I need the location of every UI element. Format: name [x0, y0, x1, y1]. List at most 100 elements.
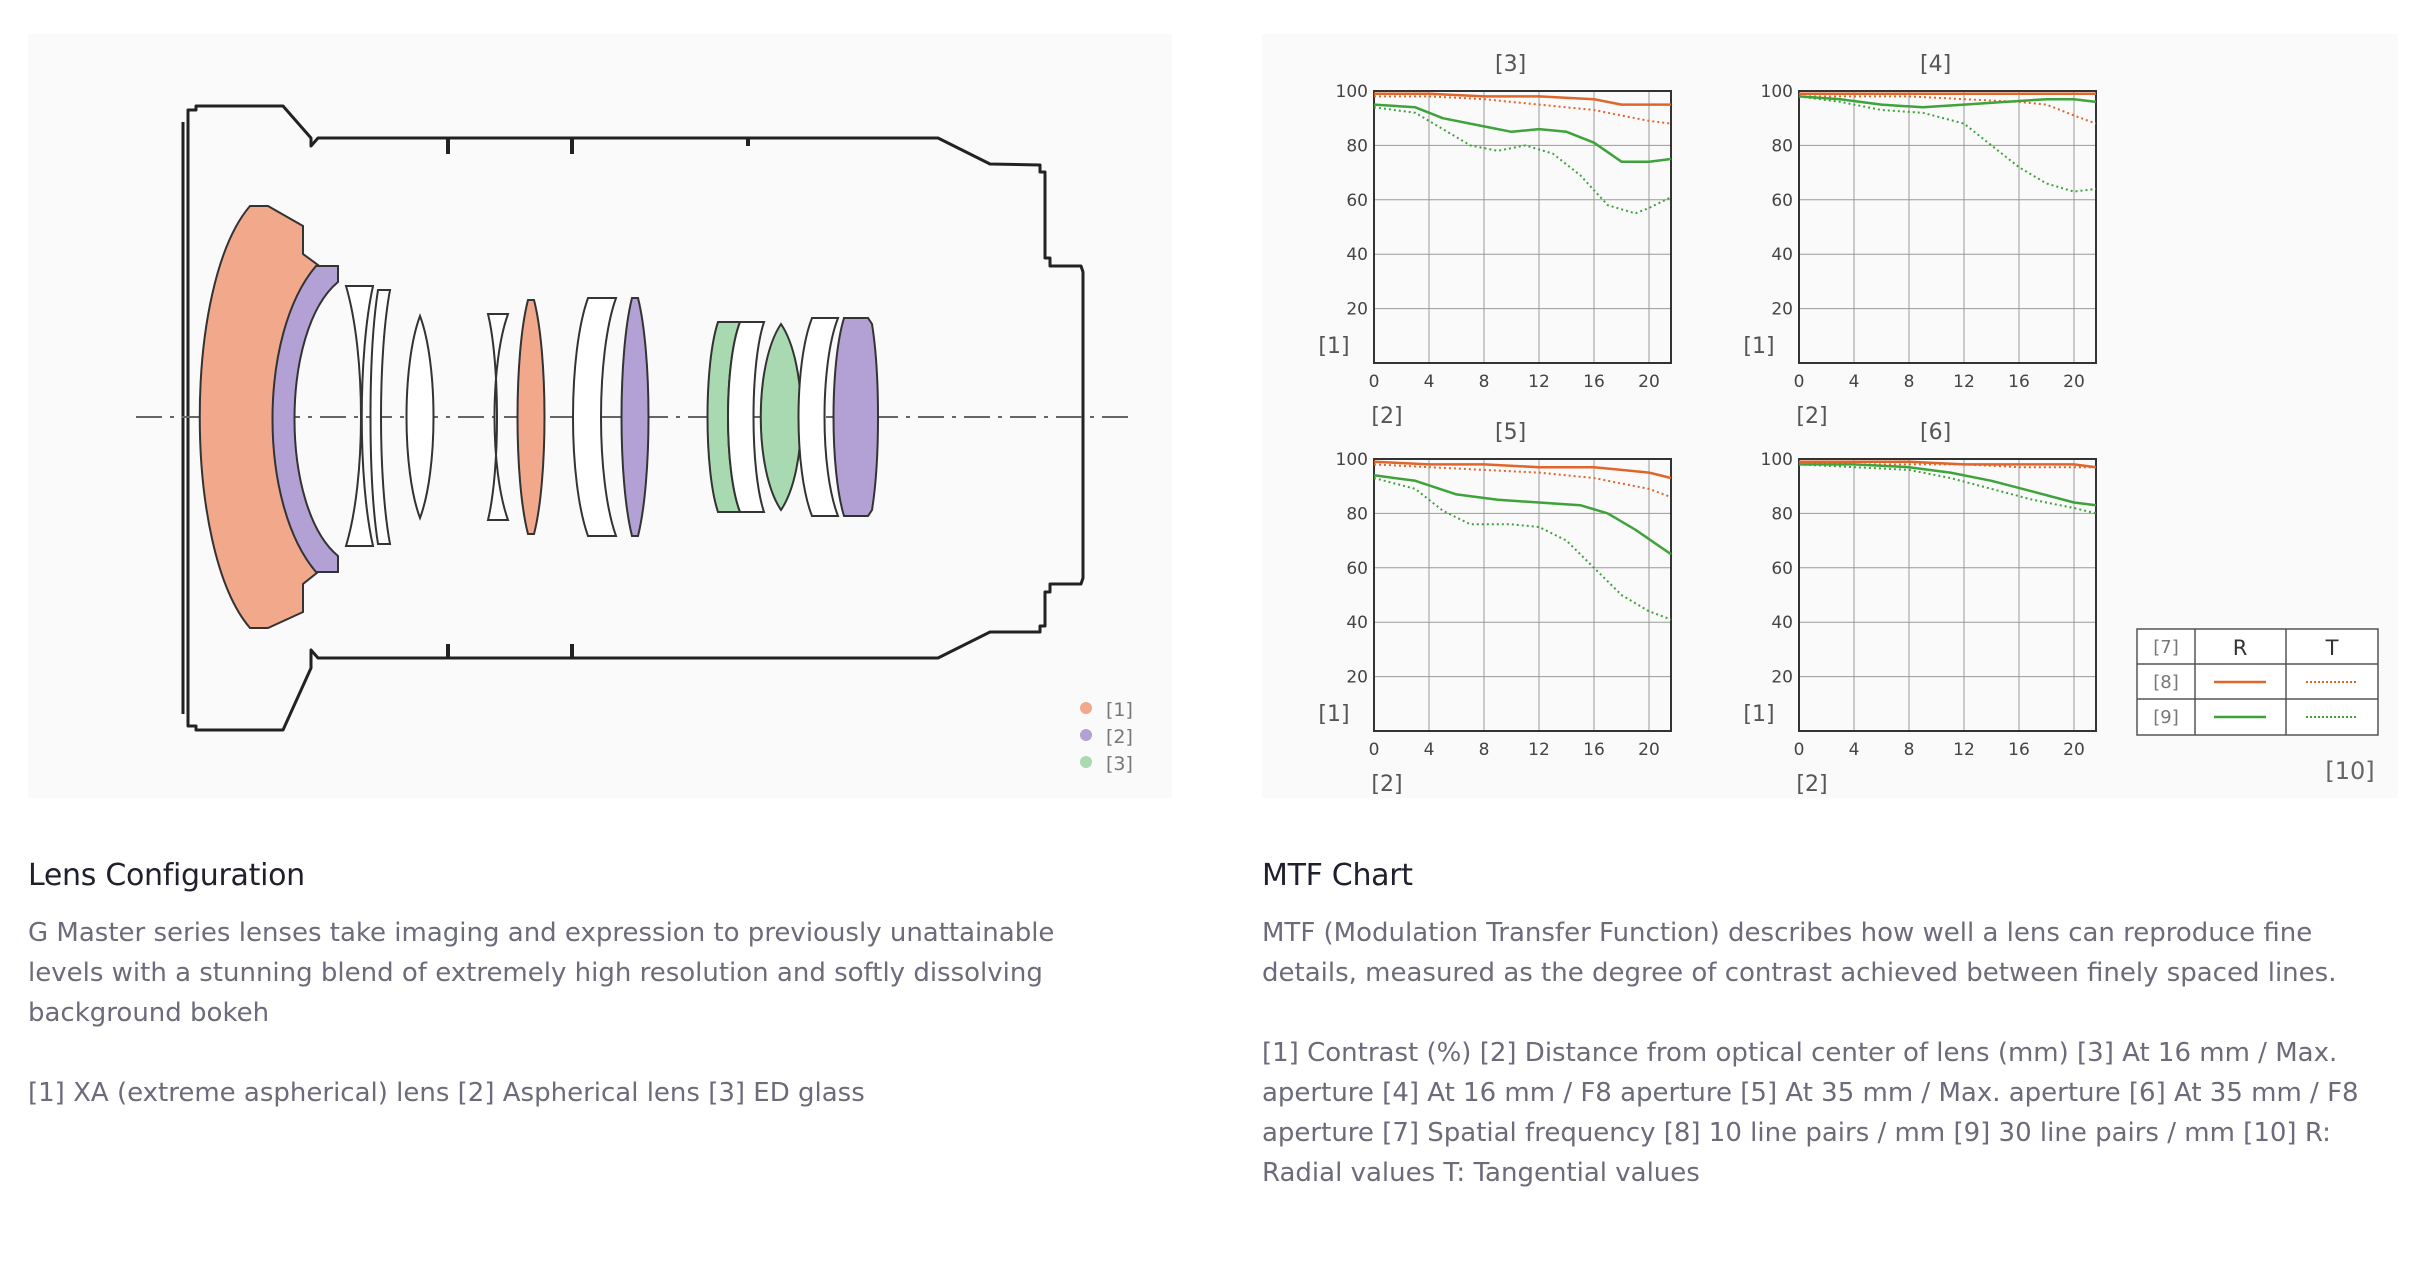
series-line-lp10_R — [1799, 460, 2097, 469]
y-tick-label: 80 — [1771, 136, 1793, 156]
y-tick-label: 80 — [1346, 504, 1368, 524]
lens-configuration-section: Lens Configuration G Master series lense… — [28, 858, 1088, 1113]
lens-element — [572, 297, 618, 537]
mtf-chart-title: MTF Chart — [1262, 858, 1413, 893]
plot-frame — [1373, 458, 1672, 732]
lens-element — [727, 321, 766, 513]
legend-swatch-xa — [1080, 702, 1092, 714]
y-axis-label: [1] — [1318, 334, 1349, 359]
lens-configuration-diagram: [1] [2] [3] — [28, 34, 1172, 798]
series-line-lp30_T — [1798, 95, 2097, 193]
lens-element — [405, 313, 435, 521]
mtf-plot-1: [3] 0 4 8 12 16 20 20 40 60 80 100 [1] [2] — [1318, 52, 1672, 429]
plot-frame — [1373, 90, 1672, 364]
series-line-lp30_R — [1373, 103, 1672, 163]
x-tick-label: 12 — [1528, 372, 1550, 392]
x-tick-label: 0 — [1794, 740, 1805, 760]
x-tick-label: 20 — [1638, 372, 1660, 392]
mtf-plot-title: [3] — [1495, 52, 1526, 77]
y-tick-label: 100 — [1336, 450, 1368, 470]
legend-label: [1] — [1106, 699, 1133, 721]
lens-element — [344, 285, 375, 547]
x-tick-label: 4 — [1424, 740, 1435, 760]
x-tick-label: 12 — [1528, 740, 1550, 760]
y-tick-label: 40 — [1346, 245, 1368, 265]
series-line-lp10_T — [1373, 463, 1672, 499]
mtf-plot-2: [4] 0 4 8 12 16 20 20 40 60 80 100 [1] [2] — [1743, 52, 2097, 429]
y-tick-label: 100 — [1761, 450, 1793, 470]
legend-header-tangential: T — [2325, 636, 2339, 660]
legend-note-radial-tangential: [10] — [2325, 757, 2374, 785]
series-line-lp10_R — [1374, 92, 1671, 106]
x-tick-label: 4 — [1424, 372, 1435, 392]
legend-swatch-ed — [1080, 756, 1092, 768]
series-line-lp30_T — [1373, 477, 1672, 621]
series-line-lp10_R — [1373, 460, 1672, 480]
plot-frame — [1798, 458, 2097, 732]
mtf-plot-title: [4] — [1920, 52, 1951, 77]
series-line-lp10_T — [1798, 460, 2096, 469]
x-tick-label: 16 — [2008, 740, 2030, 760]
series-line-lp30_R — [1373, 474, 1672, 556]
series-line-lp30_R — [1799, 463, 2097, 507]
y-tick-label: 100 — [1336, 82, 1368, 102]
lens-element-aspherical — [620, 297, 650, 537]
x-tick-label: 0 — [1369, 740, 1380, 760]
x-tick-label: 20 — [2063, 740, 2085, 760]
legend-row-10lp: [8] — [2153, 672, 2179, 693]
y-tick-label: 40 — [1771, 613, 1793, 633]
y-tick-label: 20 — [1771, 300, 1793, 320]
legend-label: [3] — [1106, 753, 1133, 775]
x-axis-label: [2] — [1796, 404, 1827, 429]
plot-frame — [1798, 90, 2097, 364]
y-axis-label: [1] — [1743, 702, 1774, 727]
lens-element-ed — [759, 322, 803, 512]
y-tick-label: 60 — [1771, 559, 1793, 579]
mtf-plot-title: [6] — [1920, 420, 1951, 445]
x-tick-label: 20 — [2063, 372, 2085, 392]
y-tick-label: 80 — [1346, 136, 1368, 156]
x-tick-label: 0 — [1369, 372, 1380, 392]
legend-row-30lp: [9] — [2153, 707, 2179, 728]
x-tick-label: 8 — [1479, 740, 1490, 760]
lens-element-xa — [516, 299, 546, 535]
lens-configuration-legend-text: [1] XA (extreme aspherical) lens [2] Asp… — [28, 1078, 865, 1108]
y-tick-label: 60 — [1771, 191, 1793, 211]
x-tick-label: 12 — [1953, 372, 1975, 392]
y-tick-label: 20 — [1346, 668, 1368, 688]
x-tick-label: 16 — [1583, 372, 1605, 392]
x-axis-label: [2] — [1371, 404, 1402, 429]
y-tick-label: 60 — [1346, 559, 1368, 579]
y-axis-label: [1] — [1318, 702, 1349, 727]
legend-header-spatial-frequency: [7] — [2153, 637, 2179, 658]
x-tick-label: 20 — [1638, 740, 1660, 760]
legend-swatch-aspherical — [1080, 729, 1092, 741]
lens-element — [486, 313, 510, 521]
mtf-plot-3: [5] 0 4 8 12 16 20 20 40 60 80 100 [1] [2] — [1318, 420, 1672, 797]
y-tick-label: 20 — [1771, 668, 1793, 688]
lens-diagram-svg: [1] [2] [3] — [136, 104, 1133, 775]
x-tick-label: 16 — [1583, 740, 1605, 760]
mtf-plot-title: [5] — [1495, 420, 1526, 445]
y-tick-label: 20 — [1346, 300, 1368, 320]
x-tick-label: 12 — [1953, 740, 1975, 760]
x-axis-label: [2] — [1796, 772, 1827, 797]
lens-barrel-outline — [186, 104, 1085, 732]
mtf-plot-4: [6] 0 4 8 12 16 20 20 40 60 80 100 [1] [2] — [1743, 420, 2097, 797]
mtf-legend-table: [7] R T [8] [9] [10] — [2136, 628, 2379, 785]
y-tick-label: 40 — [1771, 245, 1793, 265]
mtf-chart-panel: [7] R T [8] [9] [10] [3] 0 4 8 12 16 20 20 40 60 8… — [1262, 34, 2398, 798]
x-tick-label: 4 — [1849, 740, 1860, 760]
lens-element — [369, 289, 392, 545]
lens-configuration-title: Lens Configuration — [28, 858, 305, 893]
mtf-chart-description: MTF (Modulation Transfer Function) descr… — [1262, 918, 2337, 988]
mtf-chart-section: MTF Chart MTF (Modulation Transfer Funct… — [1262, 858, 2382, 1193]
y-tick-label: 80 — [1771, 504, 1793, 524]
series-line-lp30_R — [1798, 95, 2097, 109]
legend-header-radial: R — [2233, 636, 2248, 660]
x-tick-label: 0 — [1794, 372, 1805, 392]
y-tick-label: 100 — [1761, 82, 1793, 102]
series-line-lp10_T — [1374, 95, 1672, 125]
x-tick-label: 8 — [1904, 372, 1915, 392]
x-tick-label: 8 — [1479, 372, 1490, 392]
